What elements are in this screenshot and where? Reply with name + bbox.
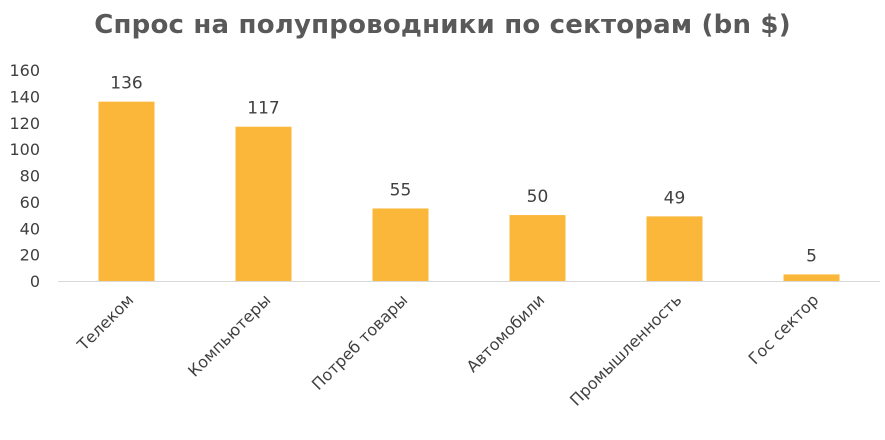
category-label: Гос сектор bbox=[745, 290, 823, 368]
y-tick-label: 60 bbox=[20, 193, 40, 212]
bar bbox=[235, 126, 292, 281]
y-tick-label: 100 bbox=[9, 140, 40, 159]
category-label: Промышленность bbox=[566, 290, 685, 409]
y-tick-label: 0 bbox=[30, 272, 40, 291]
data-label: 50 bbox=[527, 187, 549, 207]
bar bbox=[372, 208, 429, 281]
data-label: 117 bbox=[247, 99, 279, 119]
y-tick-label: 140 bbox=[9, 87, 40, 106]
y-axis: 0 20 40 60 80 100 120 140 160 bbox=[9, 61, 40, 291]
data-label: 136 bbox=[110, 74, 142, 94]
bar bbox=[646, 216, 703, 281]
y-tick-label: 80 bbox=[20, 167, 40, 186]
data-label: 49 bbox=[664, 188, 686, 208]
data-label: 5 bbox=[806, 246, 817, 266]
category-label: Компьютеры bbox=[184, 290, 274, 380]
data-label: 55 bbox=[390, 180, 412, 200]
y-tick-label: 20 bbox=[20, 246, 40, 265]
bar bbox=[509, 215, 566, 281]
bars: 136 117 55 50 49 5 bbox=[98, 74, 840, 282]
y-tick-label: 120 bbox=[9, 114, 40, 133]
bar bbox=[783, 274, 840, 281]
y-tick-label: 40 bbox=[20, 219, 40, 238]
chart-title: Спрос на полупроводники по секторам (bn … bbox=[94, 10, 791, 40]
x-axis: Телеком Компьютеры Потреб товары Автомобили… bbox=[58, 281, 880, 410]
category-label: Автомобили bbox=[463, 290, 549, 376]
y-tick-label: 160 bbox=[9, 61, 40, 80]
category-label: Телеком bbox=[73, 290, 138, 355]
category-label: Потреб товары bbox=[308, 290, 411, 393]
bar bbox=[98, 101, 155, 282]
